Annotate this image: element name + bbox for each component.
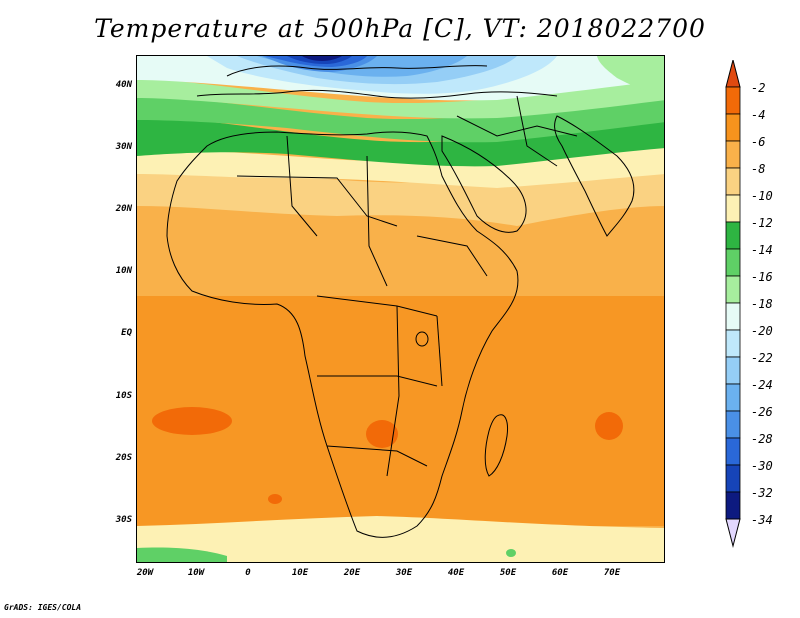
colorbar-swatch — [725, 302, 741, 331]
colorbar-label: -20 — [751, 324, 773, 338]
colorbar: -2 -4 -6 -8 -10 -12 -14 -16 -18 -20 -22 … — [724, 60, 794, 560]
border-3 — [366, 155, 388, 287]
lat-label-20n: 20N — [115, 204, 132, 214]
colorbar-label: -6 — [751, 135, 766, 149]
field-ne-patch — [597, 56, 664, 96]
colorbar-label: -24 — [751, 378, 773, 392]
border-2 — [286, 135, 318, 237]
colorbar-label: -2 — [751, 81, 766, 95]
lat-label-20s: 20S — [115, 453, 132, 463]
colorbar-label: -28 — [751, 432, 773, 446]
border-1 — [236, 175, 398, 227]
colorbar-label: -32 — [751, 486, 773, 500]
colorbar-label: -18 — [751, 297, 773, 311]
field-warm-spot-atlantic — [268, 494, 282, 504]
colorbar-swatch — [725, 356, 741, 385]
mediterranean-coast — [196, 89, 558, 99]
field-south-green — [137, 547, 227, 562]
colorbar-bottom-arrow — [725, 518, 741, 548]
arabia-coast — [441, 135, 527, 233]
field-band-minus18 — [137, 76, 664, 119]
lon-label-70e: 70E — [603, 568, 621, 578]
colorbar-swatch — [725, 275, 741, 304]
border-6 — [326, 445, 428, 467]
temperature-map — [136, 55, 665, 563]
colorbar-swatch — [725, 410, 741, 439]
colorbar-label: -16 — [751, 270, 773, 284]
colorbar-swatch — [725, 113, 741, 142]
temperature-field — [137, 56, 664, 562]
border-5 — [317, 375, 438, 387]
lon-label-60e: 60E — [551, 568, 569, 578]
lon-label-30e: 30E — [395, 568, 413, 578]
india-coast — [554, 115, 635, 237]
lon-label-50e: 50E — [499, 568, 517, 578]
lon-label-10w: 10W — [187, 568, 205, 578]
field-warm-spot-south — [366, 420, 398, 448]
grads-credit: GrADS: IGES/COLA — [4, 603, 82, 612]
coastlines — [166, 65, 635, 538]
colorbar-top-arrow — [725, 60, 741, 88]
colorbar-label: -30 — [751, 459, 773, 473]
lat-label-eq: EQ — [121, 328, 132, 338]
border-11 — [516, 95, 558, 167]
field-warm-spot-west — [152, 407, 232, 435]
lon-label-20w: 20W — [136, 568, 154, 578]
colorbar-label: -4 — [751, 108, 766, 122]
colorbar-label: -8 — [751, 162, 766, 176]
colorbar-swatches — [725, 60, 741, 548]
field-warm-spot-east — [595, 412, 623, 440]
africa-coast — [166, 131, 519, 538]
field-band-minus14 — [137, 116, 664, 167]
field-south-green-dot — [506, 549, 516, 557]
field-south-band — [137, 516, 664, 562]
madagascar-coast — [484, 414, 508, 477]
colorbar-swatch — [725, 194, 741, 223]
colorbar-swatch — [725, 86, 741, 115]
lon-label-20e: 20E — [343, 568, 361, 578]
field-tropics-band — [137, 296, 664, 526]
colorbar-swatch — [725, 167, 741, 196]
lat-label-30n: 30N — [115, 142, 132, 152]
colorbar-swatch — [725, 383, 741, 412]
colorbar-swatch — [725, 140, 741, 169]
lake-victoria — [415, 331, 429, 347]
colorbar-swatch — [725, 464, 741, 493]
border-9 — [416, 235, 488, 277]
lon-label-10e: 10E — [291, 568, 309, 578]
colorbar-label: -14 — [751, 243, 773, 257]
colorbar-label: -26 — [751, 405, 773, 419]
colorbar-swatch — [725, 248, 741, 277]
lat-label-10s: 10S — [115, 391, 132, 401]
border-10 — [456, 115, 578, 137]
lon-label-40e: 40E — [447, 568, 465, 578]
border-7 — [386, 305, 400, 477]
europe-coast — [226, 65, 488, 77]
map-title: Temperature at 500hPa [C], VT: 201802270… — [94, 14, 706, 43]
colorbar-swatch — [725, 329, 741, 358]
colorbar-label: -34 — [751, 513, 773, 527]
colorbar-swatch — [725, 221, 741, 250]
border-8 — [436, 315, 443, 387]
field-band-minus34 — [302, 56, 342, 61]
lat-label-10n: 10N — [115, 266, 132, 276]
field-band-minus16 — [137, 92, 664, 143]
colorbar-label: -12 — [751, 216, 773, 230]
colorbar-label: -22 — [751, 351, 773, 365]
colorbar-swatch — [725, 437, 741, 466]
colorbar-swatch — [725, 491, 741, 520]
lon-label-0: 0 — [245, 568, 251, 578]
colorbar-label: -10 — [751, 189, 773, 203]
lat-label-40n: 40N — [115, 80, 132, 90]
lat-label-30s: 30S — [115, 515, 132, 525]
